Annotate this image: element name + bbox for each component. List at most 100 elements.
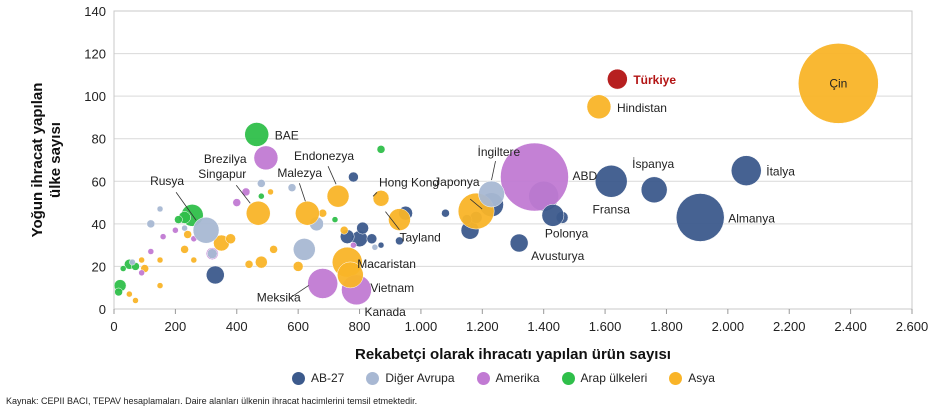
bubble-label: ABD — [572, 169, 597, 183]
bubble — [138, 256, 145, 264]
bubble — [395, 236, 404, 246]
label-leader — [298, 183, 306, 202]
y-tick-label: 40 — [92, 217, 106, 232]
bubble — [225, 233, 236, 245]
bubble — [257, 179, 266, 188]
bubble-label: Hindistan — [617, 101, 667, 115]
bubble — [147, 248, 155, 255]
y-tick-label: 100 — [84, 89, 106, 104]
legend-dot-ab27 — [292, 371, 305, 385]
bubble-label: İngiltere — [478, 145, 521, 159]
bubble — [441, 208, 450, 218]
bubble — [156, 205, 164, 213]
axes — [113, 10, 913, 314]
label-leader — [290, 285, 309, 298]
bubble — [126, 290, 133, 298]
bubble-singapur — [246, 200, 271, 226]
bubble-meksika — [307, 268, 338, 299]
bubble-label: Tayland — [399, 231, 440, 245]
bubble-label: Türkiye — [633, 73, 676, 87]
bubble — [376, 145, 386, 154]
bubble-avusturya — [509, 233, 529, 253]
bubble — [172, 226, 179, 234]
bubble — [350, 241, 357, 249]
x-tick-label: 200 — [165, 319, 187, 334]
x-tick-label: 1.600 — [589, 319, 622, 334]
bubble-label: Rusya — [150, 174, 184, 188]
legend-label-asya: Asya — [688, 371, 715, 385]
tick-labels: 0 20 40 60 80 100 120 140 0 200 400 600 800 1.000 1.20… — [84, 4, 928, 334]
x-tick-label: 1.800 — [650, 319, 683, 334]
bubble — [138, 269, 145, 277]
bubble-label: Çin — [829, 76, 847, 90]
legend-dot-diger-avrupa — [366, 371, 380, 385]
plot-border — [113, 10, 913, 310]
y-tick-label: 80 — [92, 132, 106, 147]
axis-titles: Rekabetçi olarak ihracatı yapılan ürün s… — [29, 83, 671, 363]
bubble — [181, 224, 188, 232]
x-tick-label: 2.200 — [773, 319, 806, 334]
bubble — [132, 297, 139, 304]
bubble-label: Hong Kong — [379, 175, 439, 189]
bubble — [356, 221, 369, 235]
bubble — [180, 245, 189, 254]
bubble — [258, 192, 265, 200]
bubble-tayland — [388, 208, 411, 231]
source-note: Kaynak: CEPII BACI, TEPAV hesaplamaları.… — [6, 396, 418, 406]
bubble-i-talya — [731, 155, 762, 186]
legend-dot-amerika — [476, 371, 490, 385]
bubble-brezilya — [253, 145, 279, 171]
bubble-labels: Çin Türkiye Hindistan İtalya İspanya Almanya F… — [150, 73, 847, 319]
bubble-label: Polonya — [545, 226, 589, 240]
bubble — [114, 287, 123, 297]
bubble — [159, 233, 167, 240]
bubble--in — [798, 43, 879, 124]
bubble-bae — [244, 122, 269, 147]
x-tick-label: 2.400 — [834, 319, 867, 334]
x-tick-label: 1.400 — [527, 319, 560, 334]
legend-item-amerika: Amerika — [476, 371, 540, 385]
bubble-i-spanya — [640, 176, 668, 204]
legend-dot-asya — [669, 371, 683, 385]
bubble — [292, 261, 304, 272]
x-tick-label: 2.000 — [712, 319, 745, 334]
bubble — [119, 265, 127, 272]
legend-item-diger-avrupa: Diğer Avrupa — [366, 371, 455, 385]
bubble — [255, 255, 268, 269]
bubble — [331, 216, 339, 223]
bubble-label: Kanada — [364, 305, 406, 319]
label-leader — [469, 198, 483, 210]
bubble — [156, 256, 164, 264]
bubble-vietnam — [337, 261, 364, 289]
bubble — [339, 225, 349, 235]
legend-dot-arap — [561, 371, 575, 385]
bubble — [366, 233, 378, 245]
bubble-i-ngiltere — [478, 180, 505, 208]
bubble-label: Japonya — [434, 175, 480, 189]
bubble-abd — [500, 142, 569, 212]
x-tick-label: 2.600 — [896, 319, 929, 334]
bubble-label: Avusturya — [531, 249, 584, 263]
bubble — [232, 198, 242, 207]
bubble — [287, 183, 297, 192]
bubble-label: Macaristan — [357, 257, 416, 271]
bubble-rusya — [192, 216, 220, 244]
bubble — [206, 265, 225, 285]
legend-item-ab27: AB-27 — [292, 371, 344, 385]
bubble-polonya — [541, 204, 565, 227]
x-tick-label: 0 — [110, 319, 117, 334]
x-tick-label: 1.200 — [466, 319, 499, 334]
bubble-label: İtalya — [766, 165, 795, 179]
bubble-label: Singapur — [198, 167, 246, 181]
bubble — [348, 171, 359, 183]
bubble — [174, 215, 183, 224]
bubble — [183, 230, 192, 239]
bubble — [269, 245, 278, 254]
bubble — [371, 244, 379, 251]
bubble — [267, 188, 274, 196]
bubble-label: Vietnam — [370, 281, 414, 295]
x-tick-label: 1.000 — [405, 319, 438, 334]
bubble — [244, 260, 254, 269]
bubble-almanya — [675, 193, 725, 242]
